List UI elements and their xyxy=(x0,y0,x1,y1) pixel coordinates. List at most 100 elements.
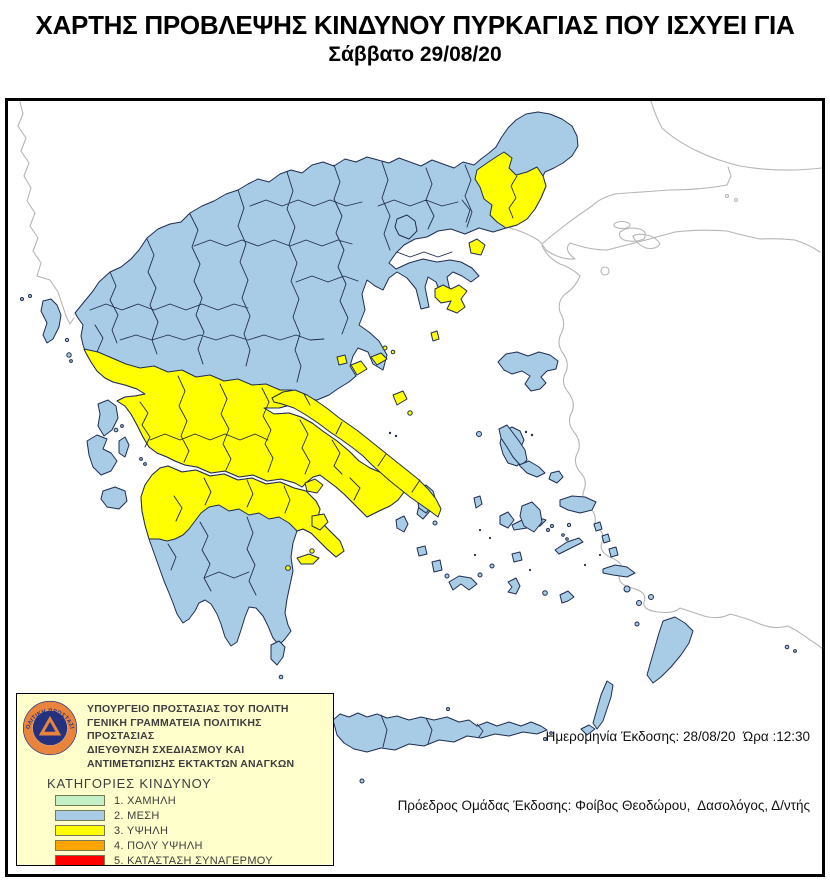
island-salamina xyxy=(304,478,324,494)
risk-very-high-swatch xyxy=(55,840,105,852)
logo-ring-text-bottom: ΕΛΛΑΔΑ xyxy=(37,736,63,745)
island-folegandros xyxy=(477,572,483,578)
legend-item-low: 1. ΧΑΜΗΛΗ xyxy=(55,794,333,807)
island-rhodes xyxy=(646,616,694,684)
island-skopelos xyxy=(350,360,368,376)
islet-fourni xyxy=(550,524,554,528)
tenedos-island-outline xyxy=(600,266,610,276)
island-psara xyxy=(476,431,482,437)
legend-categories-heading: ΚΑΤΗΓΟΡΙΕΣ ΚΙΝΔΥΝΟΥ xyxy=(47,776,212,792)
island-lesbos xyxy=(497,351,559,392)
island-alonissos xyxy=(370,352,388,366)
issue-president-line: Πρόεδρος Ομάδας Έκδοσης: Φοίβος Θεοδώρου… xyxy=(397,798,810,814)
islet xyxy=(793,649,797,653)
map-date-subtitle: Σάββατο 29/08/20 xyxy=(328,43,502,66)
greece-fire-risk-map xyxy=(17,101,822,784)
island-kythnos xyxy=(395,515,409,533)
legend-item-medium: 2. ΜΕΣΗ xyxy=(55,809,333,822)
legend-item-alert: 5. ΚΑΤΑΣΤΑΣΗ ΣΥΝΑΓΕΡΜΟΥ xyxy=(55,854,333,865)
island-antikythera xyxy=(278,674,284,680)
islet-sporades xyxy=(407,410,413,416)
island-symi xyxy=(648,594,654,600)
islet xyxy=(561,533,565,537)
islet xyxy=(549,731,553,735)
island-lefkada xyxy=(97,399,119,437)
org-line: ΥΠΟΥΡΓΕΙΟ ΠΡΟΣΤΑΣΙΑΣ ΤΟΥ ΠΟΛΙΤΗ xyxy=(87,703,289,715)
risk-high-swatch xyxy=(55,825,105,837)
legend-item-label: 1. ΧΑΜΗΛΗ xyxy=(114,794,177,807)
islet-sporades xyxy=(392,390,408,406)
island-lemnos xyxy=(434,284,468,314)
risk-alert-swatch xyxy=(55,855,105,865)
island-poros xyxy=(309,548,315,554)
island-sikinos xyxy=(489,563,495,569)
ministry-text-block: ΥΠΟΥΡΓΕΙΟ ΠΡΟΣΤΑΣΙΑΣ ΤΟΥ ΠΟΛΙΤΗ ΓΕΝΙΚΗ Γ… xyxy=(87,700,327,771)
island-andros xyxy=(498,424,528,467)
map-title-block: ΧΑΡΤΗΣ ΠΡΟΒΛΕΨΗΣ ΚΙΝΔΥΝΟΥ ΠΥΡΚΑΓΙΑΣ ΠΟΥ … xyxy=(0,10,830,67)
island-kasos xyxy=(580,724,596,736)
legend-item-label: 2. ΜΕΣΗ xyxy=(114,809,160,822)
islet xyxy=(432,520,438,526)
risk-low-swatch xyxy=(55,795,105,807)
turkey-marmara-north-coast xyxy=(591,166,732,207)
legend-item-very-high: 4. ΠΟΛΥ ΥΨΗΛΗ xyxy=(55,839,333,852)
island-naxos xyxy=(519,501,543,533)
island-milos xyxy=(448,575,478,591)
turkey-black-sea-coast xyxy=(650,101,822,171)
turkey-aegean-coast xyxy=(541,245,596,527)
island-agios-efstratios xyxy=(430,330,440,342)
island-hydra xyxy=(296,553,320,565)
island-tilos xyxy=(636,600,642,606)
island-chalki xyxy=(634,621,640,627)
island-santorini xyxy=(507,577,521,595)
region-evros-thrace xyxy=(474,151,547,229)
legend-item-label: 3. ΥΨΗΛΗ xyxy=(114,824,169,837)
island-zakynthos xyxy=(100,486,128,510)
island-samothrace xyxy=(468,238,486,256)
turkey-southwest-coast xyxy=(593,525,822,650)
island-spetses xyxy=(285,565,291,571)
island-patmos xyxy=(593,521,603,532)
org-line: ΓΕΝΙΚΗ ΓΡΑΜΜΑΤΕΙΑ ΠΟΛΙΤΙΚΗΣ ΠΡΟΣΤΑΣΙΑΣ xyxy=(87,716,262,743)
neighbor-country-outlines xyxy=(17,101,822,650)
regions-risk-high xyxy=(83,151,547,571)
islet-sporades xyxy=(390,349,396,355)
islet-sporades xyxy=(382,345,388,351)
island-samos xyxy=(559,495,597,514)
legend-item-high: 3. ΥΨΗΛΗ xyxy=(55,824,333,837)
island-kalymnos xyxy=(608,546,619,558)
island-karpathos xyxy=(592,680,614,730)
islet-fourni xyxy=(546,528,550,532)
risk-medium-swatch xyxy=(55,810,105,822)
island-evia xyxy=(271,389,442,518)
island-leros xyxy=(601,533,611,544)
issue-date-line: Ημερομηνία Έκδοσης: 28/08/20 Ώρα :12:30 xyxy=(545,729,810,745)
island-astypalea xyxy=(559,590,575,604)
island-kos xyxy=(602,564,636,578)
island-serifos xyxy=(416,545,428,557)
map-frame: ΠΟΛΙΤΙΚΗ ΠΡΟΣΤΑΣΙΑ ΕΛΛΑΔΑ ΥΠΟΥΡΓΕΙΟ ΠΡΟΣ… xyxy=(5,98,825,877)
island-tinos xyxy=(518,460,546,478)
legend-item-label: 4. ΠΟΛΥ ΥΨΗΛΗ xyxy=(114,839,203,852)
island-paxi xyxy=(66,352,72,358)
turkey-kapidag-peninsula xyxy=(632,233,661,250)
island-dia xyxy=(446,707,450,711)
island-gavdos xyxy=(359,778,365,784)
marmara-islet-outline xyxy=(724,193,730,199)
marmara-island-outline xyxy=(613,220,631,230)
org-line: ΑΝΤΙΜΕΤΩΠΙΣΗΣ ΕΚΤΑΚΤΩΝ ΑΝΑΓΚΩΝ xyxy=(87,757,295,770)
island-kimolos xyxy=(444,573,450,579)
island-thasos xyxy=(394,214,418,240)
legend-box: ΠΟΛΙΤΙΚΗ ΠΡΟΣΤΑΣΙΑ ΕΛΛΑΔΑ ΥΠΟΥΡΓΕΙΟ ΠΡΟΣ… xyxy=(16,693,334,866)
region-central-greece xyxy=(83,348,405,518)
page-title: ΧΑΡΤΗΣ ΠΡΟΒΛΕΨΗΣ ΚΙΝΔΥΝΟΥ ΠΥΡΚΑΓΙΑΣ ΠΟΥ … xyxy=(35,10,795,40)
island-anafi xyxy=(542,590,548,596)
island-kythira xyxy=(270,640,286,666)
island-kastellorizo xyxy=(784,644,790,650)
island-donousa xyxy=(566,522,572,528)
island-nisyros xyxy=(623,585,631,593)
island-mykonos xyxy=(548,470,564,484)
civil-protection-logo-icon: ΠΟΛΙΤΙΚΗ ΠΡΟΣΤΑΣΙΑ ΕΛΛΑΔΑ xyxy=(22,700,78,756)
islet-echinades xyxy=(143,462,147,466)
island-kefalonia xyxy=(86,434,118,476)
